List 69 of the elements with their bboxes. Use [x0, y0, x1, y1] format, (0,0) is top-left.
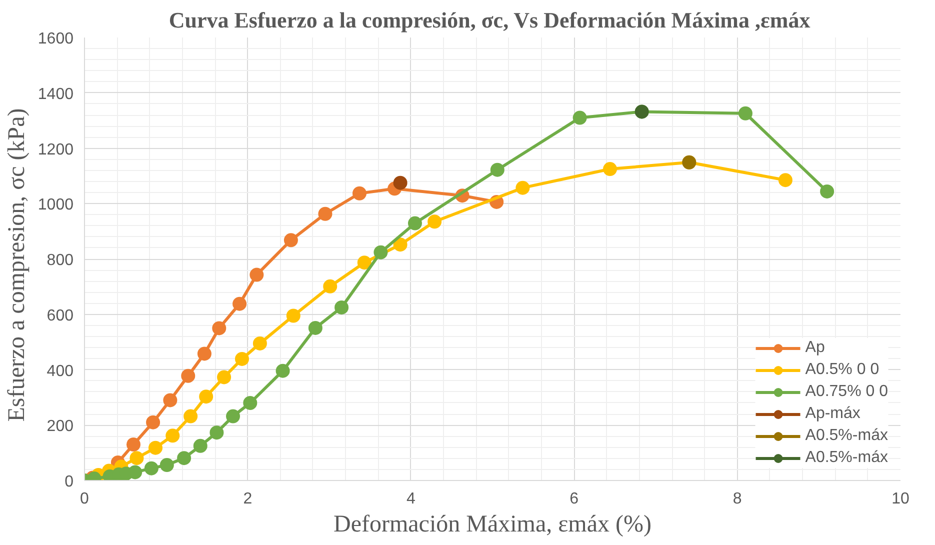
point [126, 438, 140, 452]
legend-label: Ap [805, 339, 826, 357]
point [603, 162, 618, 176]
point [516, 180, 530, 195]
point [166, 428, 180, 443]
legend-label: A0.5%-máx [805, 449, 888, 467]
point [408, 216, 422, 230]
point [210, 426, 224, 440]
point [197, 346, 212, 361]
point [393, 238, 408, 252]
legend-label: A0.5%-máx [805, 427, 888, 445]
legend-label: A0.5% 0 0 [805, 361, 880, 379]
y-tick-label: 1000 [38, 196, 74, 214]
point [243, 396, 258, 410]
point [148, 440, 162, 455]
point [572, 110, 587, 125]
point [234, 352, 249, 366]
point [128, 465, 142, 480]
x-tick-label: 6 [570, 490, 579, 508]
point [820, 184, 834, 198]
point [286, 308, 300, 323]
point [144, 461, 158, 476]
point [318, 206, 332, 221]
point [199, 390, 214, 404]
y-tick-label: 200 [46, 418, 74, 436]
point [490, 162, 504, 177]
point [217, 370, 232, 384]
point [276, 364, 290, 378]
point [357, 256, 372, 270]
point [226, 409, 240, 424]
legend-label: A0.75% 0 0 [805, 383, 888, 401]
point [352, 186, 366, 200]
x-tick-label: 2 [243, 490, 252, 508]
point [323, 279, 338, 294]
point [184, 409, 198, 424]
point [250, 268, 264, 282]
legend-label: Ap-máx [805, 405, 860, 423]
point [193, 438, 208, 453]
point [212, 321, 226, 336]
x-tick-label: 4 [406, 490, 416, 508]
y-tick-label: 400 [46, 362, 74, 380]
point [334, 300, 349, 314]
point [160, 458, 174, 472]
point [284, 233, 298, 248]
y-tick-label: 1400 [38, 86, 74, 103]
point [428, 214, 442, 229]
x-tick-label: 8 [732, 490, 742, 508]
x-tick-label: 10 [892, 490, 910, 508]
point [252, 336, 267, 350]
point [778, 173, 792, 188]
chart-title: Curva Esfuerzo a la compresión, σc, Vs Deformación Máxima ,εmáx [168, 8, 810, 32]
y-axis-title: Esfuerzo a compresion, σc (kPa) [4, 108, 30, 422]
point [393, 176, 408, 190]
point [181, 368, 196, 383]
point [232, 296, 247, 311]
point [308, 320, 322, 335]
y-tick-label: 600 [46, 307, 74, 324]
x-tick-label: 0 [80, 490, 90, 508]
point [177, 451, 192, 466]
x-axis-title: Deformación Máxima, εmáx (%) [334, 512, 652, 538]
y-tick-label: 1200 [38, 141, 74, 158]
point [738, 106, 752, 120]
point [130, 451, 144, 466]
point [146, 415, 160, 430]
y-tick-label: 800 [46, 252, 74, 269]
point [374, 245, 388, 260]
point [163, 393, 178, 408]
y-tick-label: 0 [64, 474, 74, 490]
y-tick-label: 1600 [38, 30, 74, 48]
